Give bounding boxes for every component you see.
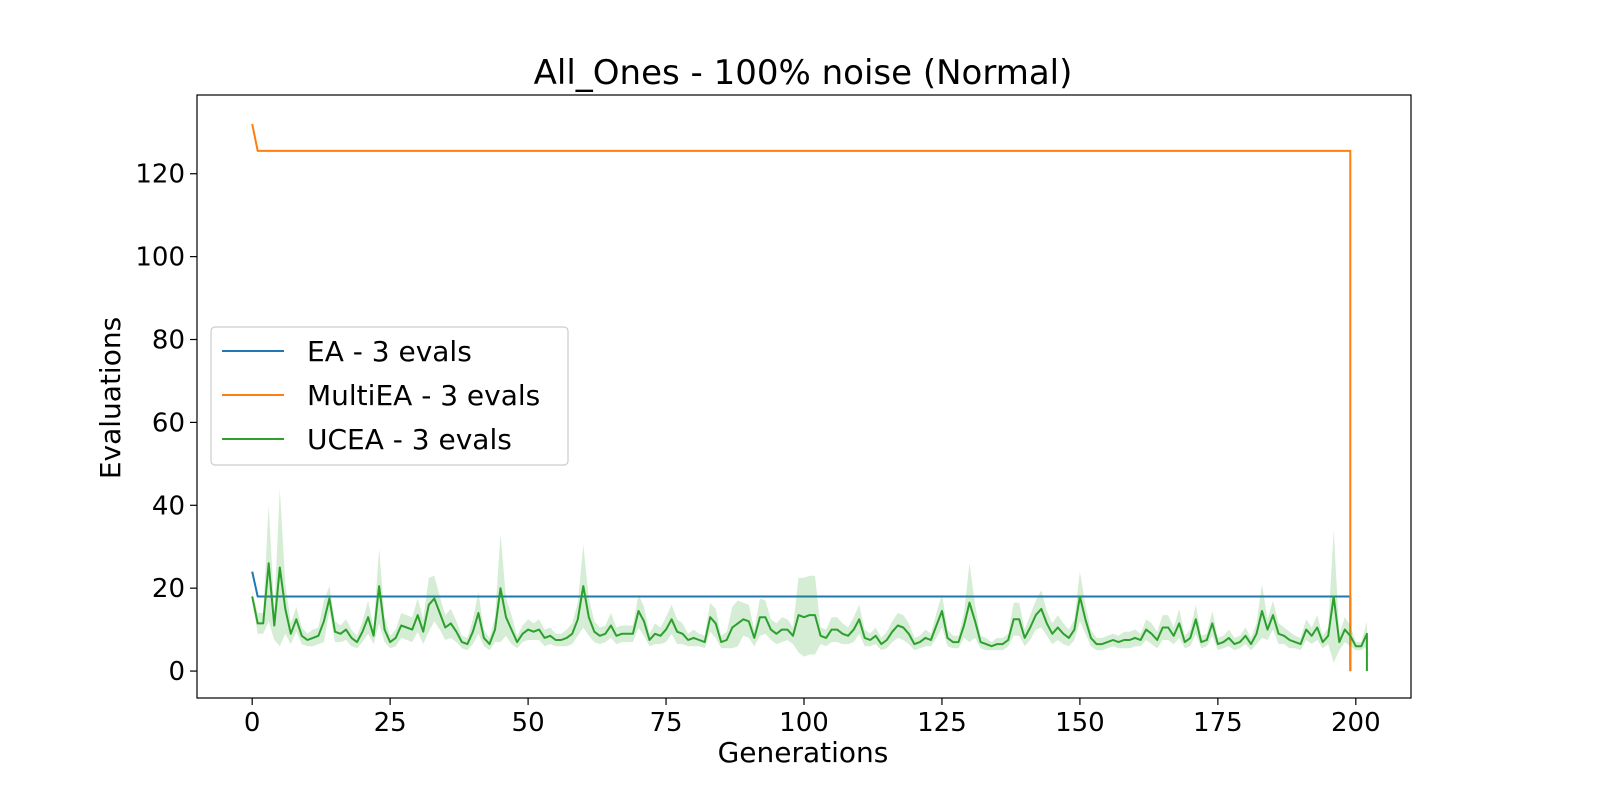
y-tick-label: 120 (135, 160, 185, 190)
y-tick-label: 40 (152, 491, 185, 521)
legend: EA - 3 evals MultiEA - 3 evals UCEA - 3 ev… (210, 326, 569, 466)
x-tick-label: 25 (374, 708, 407, 738)
y-tick-label: 60 (152, 408, 185, 438)
ucea-3-evals-line (251, 562, 1368, 672)
x-tick-label: 125 (917, 708, 967, 738)
x-tick-label: 150 (1055, 708, 1105, 738)
y-tick-label: 0 (168, 657, 185, 687)
x-tick-label: 200 (1331, 708, 1381, 738)
legend-box (210, 326, 569, 466)
x-axis-label: Generations (718, 736, 889, 769)
x-tick-label: 50 (512, 708, 545, 738)
ucea-3-evals-band (252, 488, 1367, 663)
axes: 0 25 50 75 100 125 150 175 200 0 20 40 60 80 100 120 (135, 160, 1380, 738)
chart-title: All_Ones - 100% noise (Normal) (534, 53, 1073, 93)
x-tick-label: 100 (779, 708, 829, 738)
y-tick-label: 20 (152, 574, 185, 604)
legend-label-multiea-3-evals: MultiEA - 3 evals (307, 379, 540, 412)
y-tick-label: 80 (152, 326, 185, 356)
legend-label-ucea-3-evals: UCEA - 3 evals (307, 423, 512, 456)
y-tick-label: 100 (135, 243, 185, 273)
multiea-3-evals-line (251, 123, 1352, 672)
x-tick-label: 75 (649, 708, 682, 738)
y-axis-label: Evaluations (94, 317, 127, 479)
x-tick-label: 0 (244, 708, 261, 738)
plot-area (251, 123, 1368, 672)
legend-label-ea-3-evals: EA - 3 evals (307, 335, 472, 368)
x-tick-label: 175 (1193, 708, 1243, 738)
